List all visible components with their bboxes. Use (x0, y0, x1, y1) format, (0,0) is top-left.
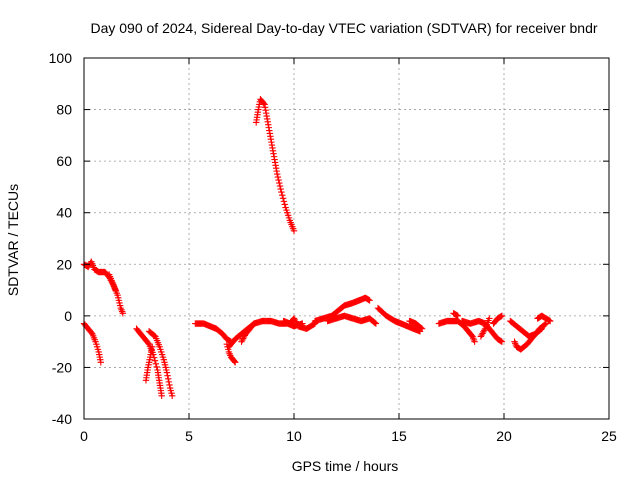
data-track-arc-01 (80, 258, 127, 317)
data-point (278, 188, 285, 196)
data-point (169, 392, 176, 399)
y-axis-ticks: -40 -20 0 20 40 60 80 100 (49, 50, 609, 427)
data-track-arc-07 (192, 320, 235, 345)
data-point (119, 310, 127, 317)
data-point (454, 312, 461, 320)
data-point (163, 369, 171, 376)
data-point (149, 343, 156, 350)
data-point (418, 325, 426, 332)
data-track-arc-23 (511, 320, 550, 353)
data-point (158, 392, 165, 399)
x-tick-label: 25 (601, 428, 617, 444)
data-point (279, 195, 287, 202)
y-tick-label: 20 (56, 256, 72, 272)
data-markers (80, 96, 554, 399)
data-point (166, 381, 173, 389)
data-track-arc-16 (406, 317, 426, 332)
y-axis-title: SDTVAR / TECUs (5, 184, 21, 296)
data-track-arc-21 (490, 312, 506, 327)
data-point (260, 100, 267, 107)
x-tick-label: 10 (286, 428, 302, 444)
y-tick-label: 40 (56, 205, 72, 221)
data-point (547, 317, 554, 325)
data-point (468, 332, 475, 339)
data-point (280, 198, 288, 205)
data-track-arc-20 (477, 315, 493, 340)
plot-frame (83, 57, 610, 420)
x-tick-label: 0 (80, 428, 88, 444)
data-track-arc-05 (142, 343, 156, 384)
data-track-arc-19 (458, 317, 506, 345)
data-track-arc-18 (450, 310, 461, 320)
data-point (231, 358, 238, 365)
data-track-arc-10 (238, 320, 258, 345)
data-point (541, 321, 549, 328)
data-track-arc-08 (223, 341, 239, 366)
data-point (153, 363, 160, 371)
data-point (290, 227, 298, 234)
y-tick-label: -20 (52, 359, 72, 375)
data-track-arc-03 (106, 271, 119, 294)
data-point (418, 324, 425, 332)
data-track-arc-11 (253, 96, 298, 234)
data-track-arc-12 (280, 315, 319, 332)
data-point (366, 297, 373, 304)
data-point (279, 191, 286, 199)
y-tick-label: 0 (64, 308, 72, 324)
data-track-arc-24 (534, 312, 554, 325)
data-point (97, 359, 104, 366)
data-point (310, 320, 318, 328)
data-point (112, 286, 119, 294)
y-tick-label: -40 (52, 411, 72, 427)
data-point (165, 378, 173, 386)
x-tick-label: 5 (185, 428, 193, 444)
data-point (277, 185, 284, 193)
x-tick-label: 15 (391, 428, 407, 444)
data-point (281, 201, 288, 208)
data-point (486, 315, 493, 322)
chart-title: Day 090 of 2024, Sidereal Day-to-day VTE… (90, 20, 597, 36)
y-tick-label: 100 (49, 50, 73, 66)
x-tick-label: 20 (496, 428, 512, 444)
x-axis-title: GPS time / hours (292, 458, 399, 474)
data-point (165, 375, 172, 382)
data-point (372, 320, 380, 327)
data-track-arc-14 (324, 312, 380, 327)
data-point (481, 327, 488, 334)
data-point (276, 182, 284, 190)
data-track-arc-13 (311, 294, 373, 325)
data-track-arc-06 (145, 328, 176, 399)
y-tick-label: 60 (56, 153, 72, 169)
data-point (250, 321, 257, 328)
data-point (274, 173, 282, 181)
data-point (276, 179, 283, 187)
data-point (498, 338, 506, 345)
data-point (371, 319, 379, 327)
grid-lines (84, 58, 609, 419)
y-tick-label: 80 (56, 102, 72, 118)
data-point (164, 372, 171, 379)
data-point (471, 338, 478, 345)
data-point (275, 176, 282, 184)
data-point (498, 312, 506, 320)
data-point (152, 360, 160, 368)
data-point (232, 359, 239, 366)
data-point (151, 357, 159, 364)
data-point (274, 170, 281, 178)
x-axis-ticks: 0 5 10 15 20 25 (80, 58, 617, 444)
data-track-arc-15 (374, 304, 424, 335)
data-point (250, 320, 258, 327)
